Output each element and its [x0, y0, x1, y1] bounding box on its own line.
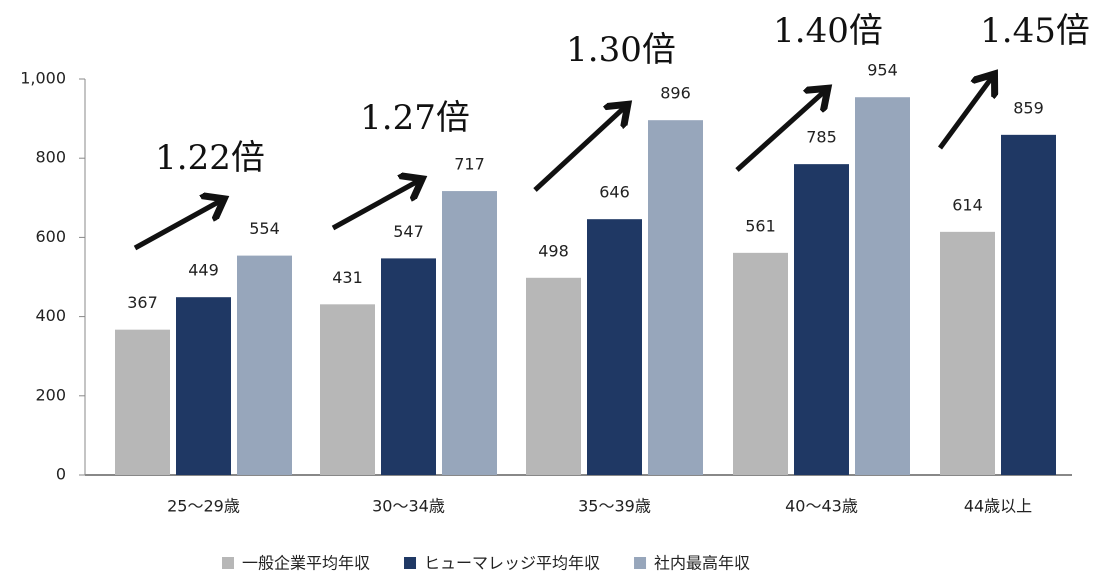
- bar: [1001, 134, 1056, 475]
- value-label: 646: [599, 183, 630, 202]
- arrow: [533, 106, 626, 192]
- bar: [587, 219, 642, 475]
- bar: [115, 329, 170, 475]
- value-label: 449: [188, 261, 219, 280]
- y-tick-label: 0: [56, 465, 66, 484]
- value-label: 614: [952, 195, 983, 214]
- bar: [794, 164, 849, 475]
- legend-label: ヒューマレッジ平均年収: [424, 554, 600, 573]
- y-tick-label: 1,000: [20, 69, 66, 88]
- x-tick-label: 35～39歳: [578, 497, 651, 516]
- bar: [237, 255, 292, 475]
- x-tick-label: 25～29歳: [167, 497, 240, 516]
- bar: [940, 231, 995, 475]
- value-label: 431: [332, 268, 363, 287]
- bar: [526, 277, 581, 475]
- annotation: 1.40倍: [773, 11, 883, 51]
- bar: [320, 304, 375, 475]
- annotation: 1.45倍: [980, 11, 1090, 51]
- arrow: [331, 180, 420, 231]
- y-tick-label: 200: [35, 385, 66, 404]
- value-label: 498: [538, 241, 569, 260]
- annotation: 1.27倍: [360, 98, 470, 138]
- annotation: 1.30倍: [566, 30, 676, 70]
- value-label: 896: [660, 84, 691, 103]
- arrow: [133, 200, 222, 251]
- value-label: 367: [127, 293, 158, 312]
- value-label: 561: [745, 216, 776, 235]
- value-label: 554: [249, 219, 280, 238]
- y-tick-label: 400: [35, 306, 66, 325]
- arrow: [937, 76, 993, 150]
- y-tick-label: 600: [35, 227, 66, 246]
- bar: [381, 258, 436, 475]
- value-label: 859: [1013, 98, 1044, 117]
- annotation: 1.22倍: [155, 138, 265, 178]
- x-tick-label: 30～34歳: [372, 497, 445, 516]
- y-tick-label: 800: [35, 148, 66, 167]
- x-tick-label: 44歳以上: [964, 497, 1032, 516]
- value-label: 547: [393, 222, 424, 241]
- bar: [442, 191, 497, 475]
- legend-swatch: [222, 557, 234, 569]
- legend-swatch: [634, 557, 647, 569]
- legend-label: 一般企業平均年収: [242, 554, 370, 573]
- bar: [855, 97, 910, 475]
- arrow: [735, 90, 826, 172]
- bar: [733, 252, 788, 475]
- bar: [176, 297, 231, 475]
- value-label: 954: [867, 61, 898, 80]
- x-tick-label: 40～43歳: [785, 497, 858, 516]
- bar: [648, 120, 703, 476]
- legend-label: 社内最高年収: [654, 554, 750, 573]
- value-label: 717: [454, 155, 485, 174]
- legend-swatch: [404, 557, 417, 569]
- value-label: 785: [806, 128, 837, 147]
